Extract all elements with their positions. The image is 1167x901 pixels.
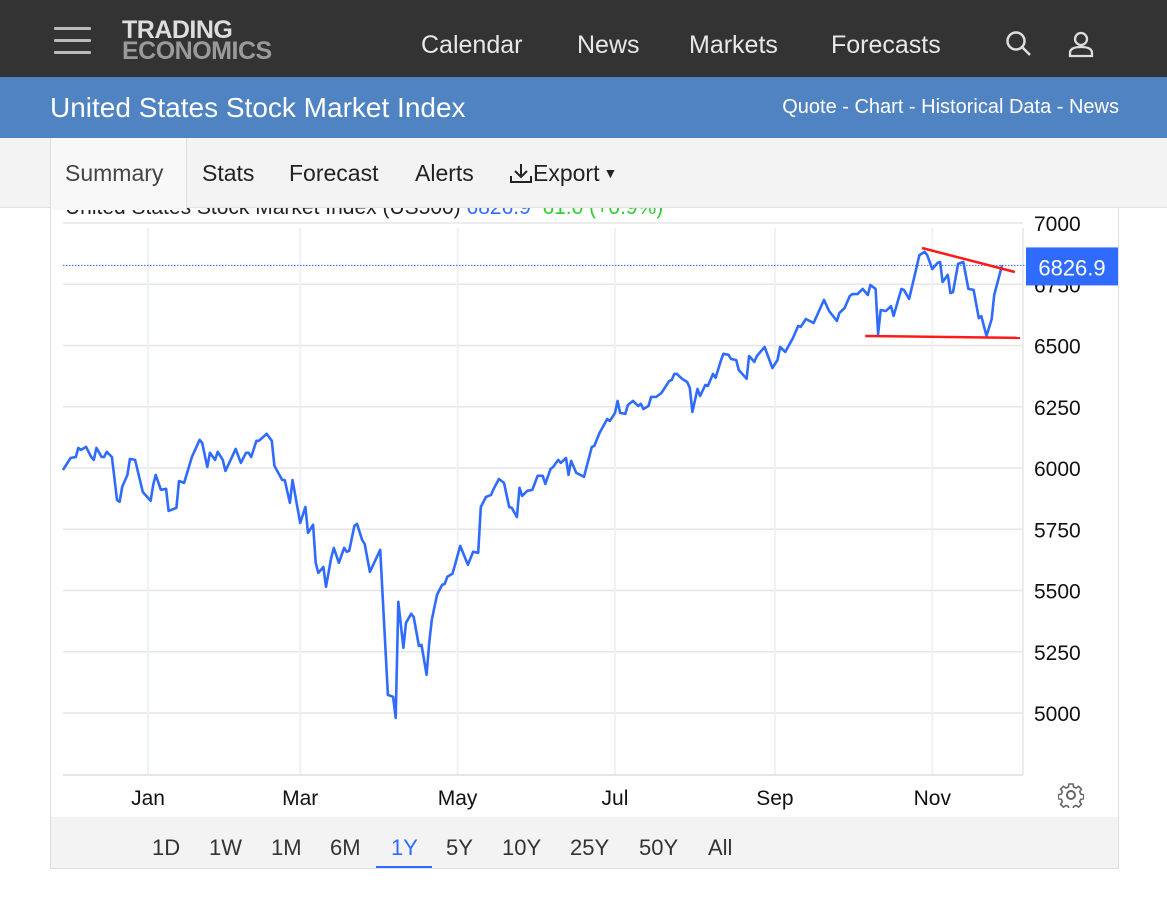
tab-summary-bg [50,138,187,210]
nav-calendar[interactable]: Calendar [421,31,523,59]
caret-down-icon: ▼ [603,165,618,181]
search-icon[interactable] [1005,30,1033,58]
logo[interactable]: TRADING ECONOMICS [122,16,272,65]
separator: - [836,96,855,118]
separator: - [903,96,922,118]
chart-price: 6826.9 [467,208,531,219]
range-1y[interactable]: 1Y [391,835,418,860]
range-6m[interactable]: 6M [330,835,361,860]
menu-icon[interactable] [54,27,91,55]
range-25y[interactable]: 25Y [570,835,610,860]
gear-icon[interactable] [1058,782,1084,808]
range-50y[interactable]: 50Y [639,835,679,860]
link-quote[interactable]: Quote [782,96,837,118]
nav-markets[interactable]: Markets [689,31,778,59]
separator: - [1051,96,1069,118]
top-navbar [0,0,1167,77]
user-icon[interactable] [1067,30,1095,58]
link-news[interactable]: News [1068,96,1119,118]
chart-header: United States Stock Market Index (US500)… [65,208,663,220]
logo-line2: ECONOMICS [122,37,272,65]
export-label: Export [533,160,600,186]
title-bar [0,77,1167,138]
logo-line1: TRADING [122,16,233,44]
chart-change: 61.0 (+0.9%) [542,208,663,219]
link-chart[interactable]: Chart [854,96,904,118]
range-1d[interactable]: 1D [152,835,181,860]
download-icon [510,164,532,183]
link-historical-data[interactable]: Historical Data [921,96,1052,118]
page-links: Quote - Chart - Historical Data - News [782,96,1119,119]
tab-export[interactable]: Export ▼ [509,160,617,187]
nav-news[interactable]: News [577,31,640,59]
range-1w[interactable]: 1W [209,835,242,860]
range-1m[interactable]: 1M [271,835,302,860]
range-5y[interactable]: 5Y [446,835,473,860]
active-range-underline [376,866,432,868]
tab-stats[interactable]: Stats [202,160,255,186]
tab-alerts[interactable]: Alerts [415,160,474,186]
tab-summary[interactable]: Summary [65,160,164,186]
range-10y[interactable]: 10Y [502,835,542,860]
tab-bar [0,138,1167,208]
range-selector [51,817,1118,868]
nav-forecasts[interactable]: Forecasts [831,31,941,59]
page-title: United States Stock Market Index [50,92,466,123]
range-all[interactable]: All [708,835,733,860]
chart-symbol-name: United States Stock Market Index (US500) [65,208,461,219]
chart-container [50,208,1119,869]
tab-forecast[interactable]: Forecast [289,160,379,186]
